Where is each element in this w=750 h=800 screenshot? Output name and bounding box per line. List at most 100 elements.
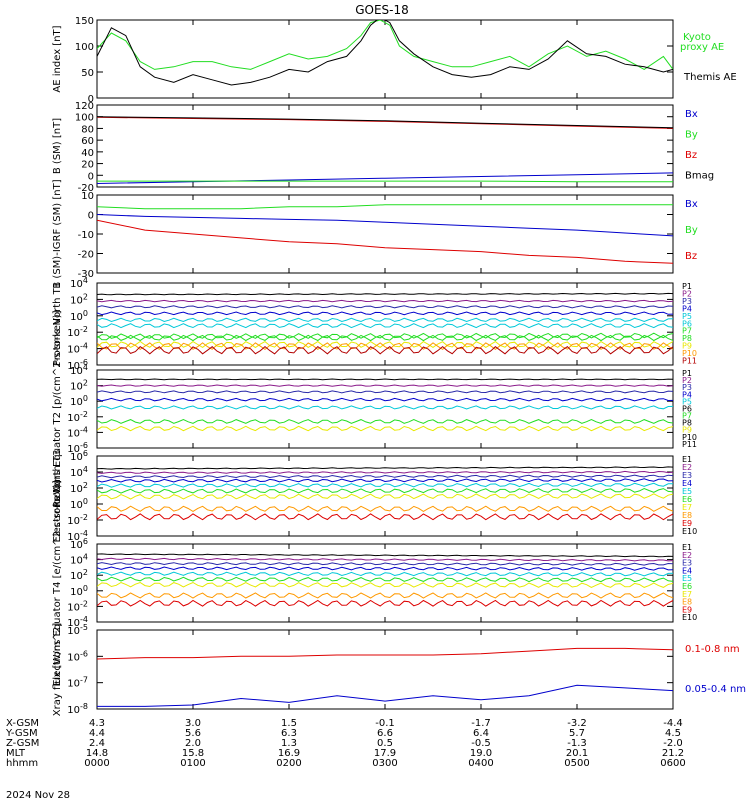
y-tick-label: 10-2: [67, 325, 88, 339]
series-p5: [97, 317, 673, 323]
y-axis-label: Electrons North T3: [52, 449, 63, 542]
legend: 0.1-0.8 nm 0.05-0.4 nm: [685, 644, 746, 695]
legend-bz: Bz: [685, 150, 697, 161]
series-e2: [97, 470, 673, 474]
legend-p10: P10: [682, 349, 697, 358]
ephem-value: 0100: [180, 758, 205, 769]
ephem-label: MLT: [6, 748, 26, 759]
ephem-value: 4.3: [89, 718, 105, 729]
panel-frame: [96, 543, 674, 623]
legend-e6: E6: [682, 495, 692, 504]
legend-short: 0.05-0.4 nm: [685, 684, 746, 695]
legend-p6: P6: [682, 319, 692, 328]
ephem-value: -2.0: [663, 738, 683, 749]
ephem-value: 0.5: [377, 738, 393, 749]
legend-e5: E5: [682, 487, 692, 496]
series-p4: [97, 311, 673, 316]
ephem-value: 19.0: [470, 748, 492, 759]
series-p11: [97, 345, 673, 355]
y-tick-label: 10-8: [67, 702, 88, 716]
series-0-05-0-4-nm: [97, 684, 673, 707]
series-e7: [97, 581, 673, 588]
series-p7: [97, 419, 673, 424]
series-group: [97, 466, 673, 521]
series-p3: [97, 390, 673, 394]
series-0-1-0-8-nm: [97, 647, 673, 660]
ephem-value: 3.0: [185, 718, 201, 729]
legend-e8: E8: [682, 598, 692, 607]
legend-e1: E1: [682, 455, 692, 464]
series-p4: [97, 397, 673, 402]
y-tick-label: 50: [81, 68, 94, 79]
series-p2: [97, 299, 673, 303]
legend-e7: E7: [682, 503, 692, 512]
ephem-value: 15.8: [182, 748, 204, 759]
ephem-value: 0000: [84, 758, 109, 769]
series-p1: [97, 378, 673, 381]
legend-p8: P8: [682, 334, 692, 343]
ephem-value: 17.9: [374, 748, 396, 759]
ephem-value: -0.1: [375, 718, 395, 729]
y-tick-label: 100: [70, 584, 88, 598]
legend-bx: Bx: [685, 199, 698, 210]
series-bx: [97, 172, 673, 184]
y-tick-label: 10-2: [67, 513, 88, 527]
legend-e5: E5: [682, 574, 692, 583]
ephem-value: 2.0: [185, 738, 201, 749]
panel-frame: [96, 194, 674, 274]
legend-bx: Bx: [685, 109, 698, 120]
y-axis-label: B (SM)-IGRF (SM) [nT]: [52, 179, 63, 288]
ephemeris-table: X-GSM 4.3 3.0 1.5 -0.1 -1.7 -3.2 -4.4 Y-GSM 4.4 5.…: [5, 718, 686, 769]
legend-p3: P3: [682, 297, 692, 306]
legend-p7: P7: [682, 412, 692, 421]
y-axis-label: Electrons Equator T4 [e/(cm^2-s-sr-keV)]: [52, 480, 63, 686]
y-tick-label: 0: [88, 171, 94, 182]
series-e8: [97, 592, 673, 599]
series-group: [97, 553, 673, 607]
ephem-value: 21.2: [662, 748, 684, 759]
y-tick-label: 106: [70, 449, 88, 463]
ephem-value: 16.9: [278, 748, 300, 759]
y-tick-label: 10: [81, 191, 94, 202]
y-tick-label: 104: [70, 363, 88, 377]
y-tick-label: 100: [75, 42, 94, 53]
legend-p8: P8: [682, 419, 692, 428]
legend-p4: P4: [682, 390, 692, 399]
series-group: [97, 20, 673, 86]
legend-p1: P1: [682, 369, 692, 378]
series-p9: [97, 425, 673, 432]
y-tick-label: -30: [78, 269, 94, 280]
y-tick-label: 104: [70, 465, 88, 479]
ephem-value: 6.6: [377, 728, 393, 739]
series-p5: [97, 405, 673, 410]
y-axis-label: AE index [nT]: [52, 25, 63, 92]
y-tick-label: 102: [70, 292, 88, 306]
legend-e9: E9: [682, 519, 692, 528]
panel-frame: [96, 629, 674, 710]
y-tick-label: 10-4: [67, 342, 88, 356]
legend-e2: E2: [682, 463, 692, 472]
ephem-label: Y-GSM: [5, 728, 38, 739]
y-tick-label: 102: [70, 568, 88, 582]
series-kyoto-proxy-ae: [97, 20, 673, 70]
series-e6: [97, 487, 673, 494]
legend-p11: P11: [682, 357, 697, 366]
legend-kyoto-proxy: proxy AE: [680, 42, 724, 53]
series-bz: [97, 116, 673, 129]
figure-title: GOES-18: [355, 3, 409, 17]
series-bmag: [97, 116, 673, 129]
series-group: [97, 204, 673, 264]
ephem-value: 14.8: [86, 748, 108, 759]
legend-e3: E3: [682, 559, 692, 568]
legend-themis: Themis AE: [683, 72, 737, 83]
legend-e10: E10: [682, 527, 697, 536]
series-group: [97, 292, 673, 355]
series-e1: [97, 553, 673, 558]
ephem-value: -1.7: [471, 718, 491, 729]
series-p3: [97, 305, 673, 309]
